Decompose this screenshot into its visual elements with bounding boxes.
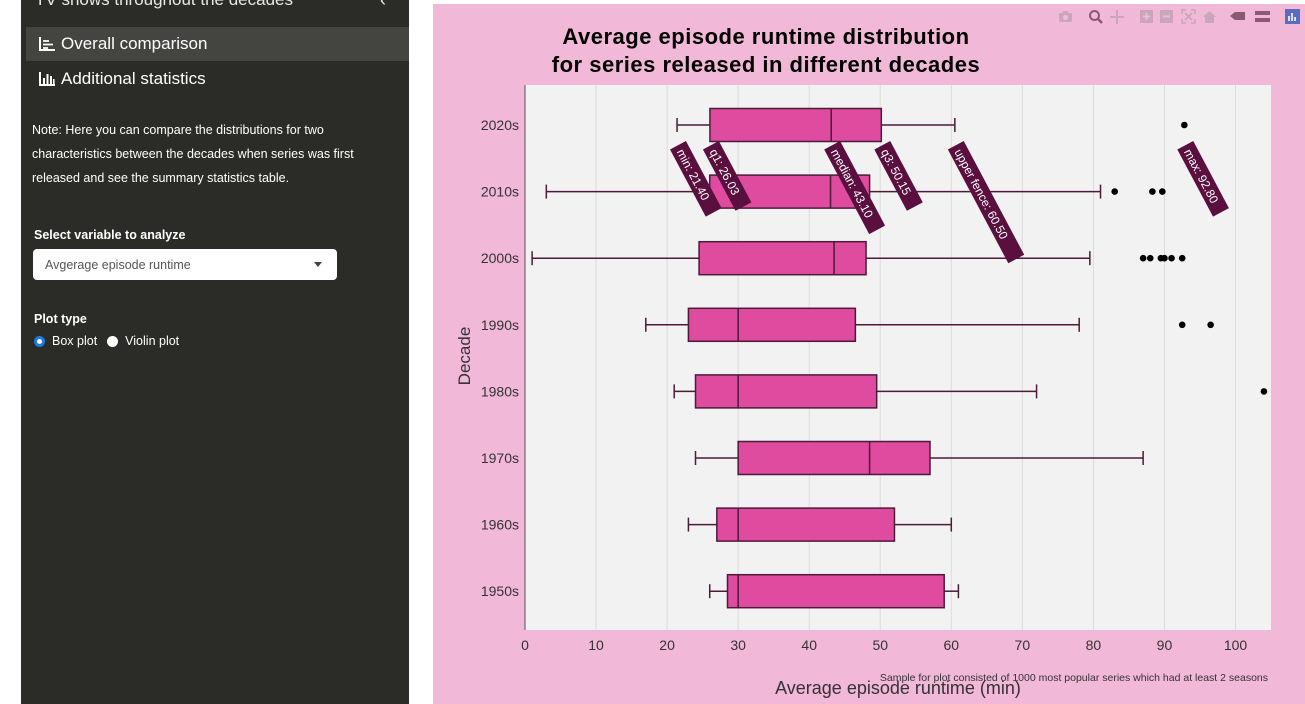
chart-title-line1: Average episode runtime distribution: [562, 24, 969, 49]
box-iqr: [687, 307, 857, 343]
outlier-point: [1161, 254, 1168, 262]
box-1990s: [645, 307, 1214, 343]
box-iqr: [709, 107, 883, 143]
box-iqr: [726, 573, 945, 609]
box-iqr: [694, 374, 878, 409]
outlier-point: [1207, 321, 1214, 329]
box-2000s: [531, 240, 1186, 276]
sidebar-item-label: TV shows throughout the decades: [35, 0, 293, 9]
boxplot-chart[interactable]: Average episode runtime distribution for…: [433, 4, 1305, 704]
bar-chart-icon: [39, 72, 55, 86]
zoom-in-icon[interactable]: [1140, 10, 1153, 23]
x-axis-ticks: 0 10 20 30 40 50 60 70 80 90 100: [521, 637, 1247, 653]
radio-box-plot-label: Box plot: [52, 334, 98, 348]
outlier-point: [1146, 254, 1154, 262]
x-tick-label: 30: [730, 637, 746, 653]
box-1980s: [673, 374, 1268, 409]
hover-tag-bg: [1177, 141, 1229, 217]
zoom-icon[interactable]: [1089, 10, 1103, 24]
outlier-point: [1149, 188, 1156, 195]
sidebar: TV shows throughout the decades ‹ Overal…: [21, 0, 409, 704]
hover-tag-bg: [670, 141, 722, 217]
chevron-left-icon[interactable]: ‹: [380, 0, 386, 10]
zoom-out-icon[interactable]: [1160, 10, 1173, 23]
box-iqr: [737, 440, 931, 476]
hover-tag-bg: [702, 141, 752, 211]
x-tick-label: 0: [521, 637, 529, 653]
outlier-point: [1181, 121, 1188, 129]
outlier-point: [1260, 388, 1268, 395]
plot-type-label: Plot type: [34, 312, 87, 326]
reset-axes-icon[interactable]: [1203, 11, 1216, 23]
chart-title-line2: for series released in different decades: [552, 52, 980, 77]
y-tick-label: 2000s: [481, 250, 519, 266]
hover-tag-bg: [824, 141, 886, 235]
x-tick-label: 80: [1086, 637, 1102, 653]
outlier-point: [1159, 188, 1166, 195]
x-tick-label: 10: [588, 637, 604, 653]
sidebar-item-additional-statistics[interactable]: Additional statistics: [26, 62, 409, 96]
plot-panel: Average episode runtime distribution for…: [433, 4, 1305, 704]
y-axis-title: Decade: [455, 327, 474, 386]
note-text: Note: Here you can compare the distribut…: [32, 123, 354, 185]
hover-tag-bg: [874, 141, 923, 211]
autoscale-icon[interactable]: [1181, 9, 1196, 24]
plotly-logo-icon[interactable]: [1285, 9, 1300, 24]
caret-down-icon: [314, 262, 322, 267]
outlier-point: [1139, 254, 1147, 262]
plot-type-radio-group: Box plot Violin plot: [34, 334, 179, 348]
box-1960s: [687, 507, 953, 542]
y-tick-label: 1950s: [481, 583, 519, 599]
x-tick-label: 60: [944, 637, 960, 653]
y-tick-label: 1960s: [481, 517, 519, 533]
camera-icon[interactable]: [1059, 11, 1072, 22]
radio-box-plot[interactable]: [34, 335, 45, 347]
select-variable-label: Select variable to analyze: [34, 228, 186, 242]
box-1970s: [694, 440, 1144, 476]
pan-icon[interactable]: [1110, 10, 1124, 24]
chart-caption: Sample for plot consisted of 1000 most p…: [880, 672, 1268, 684]
y-tick-label: 2010s: [481, 184, 519, 200]
y-axis-ticks: 2020s 2010s 2000s 1990s 1980s 1970s 1960s 1950s: [481, 117, 519, 599]
sidebar-item-tv-shows[interactable]: TV shows throughout the decades ‹: [35, 0, 386, 10]
box-iqr: [716, 507, 896, 542]
sidebar-item-label: Overall comparison: [61, 34, 208, 53]
variable-select[interactable]: Avgerage episode runtime: [33, 249, 337, 280]
x-axis-title: Average episode runtime (min): [775, 678, 1021, 698]
outlier-point: [1178, 254, 1186, 262]
spike-lines-icon[interactable]: [1230, 12, 1245, 20]
y-tick-label: 1980s: [481, 383, 519, 399]
sidebar-item-label: Additional statistics: [61, 69, 206, 88]
x-tick-label: 50: [872, 637, 888, 653]
outlier-point: [1168, 254, 1175, 262]
line-chart-icon: [39, 37, 55, 51]
radio-violin-plot-label: Violin plot: [125, 334, 180, 348]
x-tick-label: 90: [1157, 637, 1173, 653]
plot-toolbar: [1059, 9, 1300, 24]
hover-tag-bg: [947, 141, 1025, 264]
x-tick-label: 20: [659, 637, 675, 653]
x-tick-label: 70: [1015, 637, 1031, 653]
box-iqr: [698, 240, 867, 276]
outlier-point: [1111, 188, 1119, 195]
sidebar-item-overall-comparison[interactable]: Overall comparison: [26, 27, 409, 61]
y-tick-label: 1990s: [481, 317, 519, 333]
box-2020s: [676, 107, 1188, 143]
box-1950s: [708, 573, 960, 609]
y-tick-label: 1970s: [481, 450, 519, 466]
compare-hover-icon[interactable]: [1255, 11, 1270, 22]
x-tick-label: 40: [801, 637, 817, 653]
variable-select-value: Avgerage episode runtime: [45, 257, 191, 272]
outlier-point: [1178, 321, 1186, 329]
x-tick-label: 100: [1224, 637, 1248, 653]
radio-violin-plot[interactable]: [107, 335, 119, 347]
y-tick-label: 2020s: [481, 117, 519, 133]
